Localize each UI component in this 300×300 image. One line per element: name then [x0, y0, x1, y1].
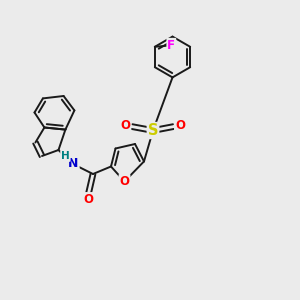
- Text: O: O: [120, 118, 130, 132]
- Text: F: F: [167, 39, 175, 52]
- Text: H: H: [61, 151, 70, 161]
- Text: S: S: [148, 123, 158, 138]
- Text: O: O: [119, 175, 130, 188]
- Text: N: N: [68, 157, 79, 170]
- Text: O: O: [175, 118, 185, 132]
- Text: O: O: [83, 193, 94, 206]
